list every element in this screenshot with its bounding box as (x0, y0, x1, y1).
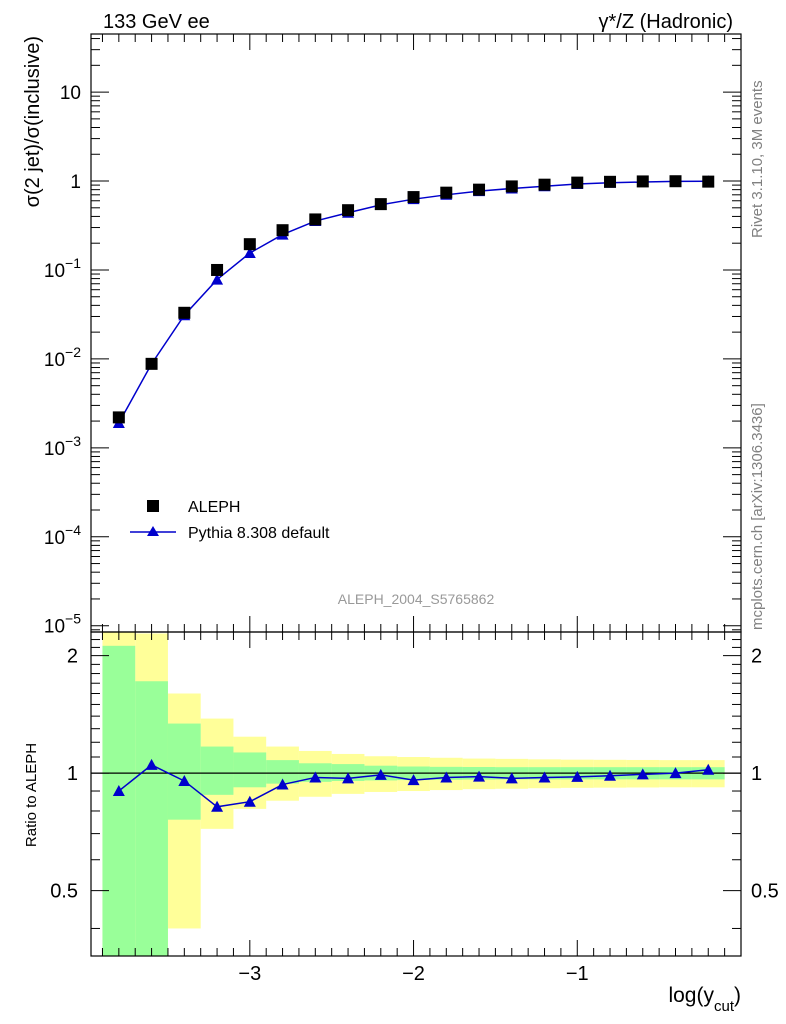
ratio-mc-point (604, 769, 617, 781)
band-inner (135, 681, 168, 956)
x-tick-label: −2 (402, 963, 425, 985)
ratio-mc-point (505, 772, 518, 784)
ratio-y-tick-label-right: 0.5 (751, 881, 779, 903)
band-inner (266, 760, 299, 784)
data-point (571, 176, 584, 189)
ratio-mc-point (374, 768, 387, 780)
ratio-mc-point (636, 768, 649, 780)
ratio-frame (90, 631, 742, 957)
data-point (473, 183, 486, 196)
main-y-tick-label: 10−1 (44, 255, 81, 282)
main-y-tick-label: 10 (60, 83, 81, 104)
main-frame (90, 33, 742, 633)
data-marks (112, 175, 715, 812)
ratio-mc-point (538, 771, 551, 783)
data-point (309, 213, 322, 226)
data-point (243, 238, 256, 251)
ratio-y-tick-label-right: 1 (751, 763, 762, 785)
right-title: γ*/Z (Hadronic) (599, 11, 733, 33)
mc-line (118, 180, 709, 424)
ratio-mc-point (276, 778, 289, 790)
ratio-mc-point (145, 758, 158, 770)
data-point (145, 357, 158, 370)
ratio-mc-point (243, 795, 256, 807)
mcplots-label: mcplots.cern.ch [arXiv:1306.3436] (749, 403, 766, 630)
x-tick-label: −1 (566, 963, 589, 985)
ratio-mc-point (702, 763, 715, 775)
data-point (276, 224, 289, 237)
data-point (702, 175, 715, 188)
main-y-tick-label: 10−4 (44, 522, 81, 549)
legend-data-label: ALEPH (188, 499, 240, 516)
ratio-y-tick-label-right: 2 (751, 646, 762, 668)
ratio-mc-point (407, 774, 420, 786)
data-point (505, 180, 518, 193)
ratio-mc-point (211, 800, 224, 812)
ratio-mc-point (440, 771, 453, 783)
data-point (211, 263, 224, 276)
x-axis-title: log(ycut) (668, 984, 741, 1015)
mc-point (211, 273, 224, 285)
ratio-mc-point (112, 785, 125, 797)
axes-and-ticks: −3 −2 −1 10−5 10−4 10−3 10−2 10−1 1 10 0.5 0.5 1 1 2 2 (44, 33, 779, 985)
analysis-label: ALEPH_2004_S5765862 (338, 591, 495, 607)
ratio-mc-point (178, 774, 191, 786)
ratio-mc-point (571, 770, 584, 782)
data-point (407, 191, 420, 204)
data-point (538, 178, 551, 191)
data-point (604, 175, 617, 188)
legend-mc-marker (147, 526, 159, 536)
data-point (374, 198, 387, 211)
data-point (112, 411, 125, 424)
band-inner (200, 746, 234, 795)
band-inner (102, 645, 136, 956)
ratio-y-tick-label: 1 (67, 763, 78, 785)
ratio-mc-point (473, 770, 486, 782)
data-point (440, 186, 453, 199)
main-y-tick-label: 10−5 (44, 611, 81, 638)
legend-mc-label: Pythia 8.308 default (188, 525, 330, 542)
data-point (669, 175, 682, 188)
data-point (636, 175, 649, 188)
mc-point (243, 247, 256, 259)
data-point (178, 306, 191, 319)
main-y-tick-label: 10−3 (44, 433, 81, 460)
data-point (342, 204, 355, 217)
ratio-mc-point (309, 771, 322, 783)
ratio-y-axis-title: Ratio to ALEPH (23, 743, 40, 847)
ratio-y-tick-label: 0.5 (50, 881, 78, 903)
band-inner (167, 723, 201, 820)
band-inner (233, 752, 267, 788)
ratio-mc-point (669, 767, 682, 779)
ratio-y-tick-label: 2 (67, 646, 78, 668)
ratio-mc-point (342, 772, 355, 784)
main-y-tick-label: 1 (70, 172, 81, 193)
left-title: 133 GeV ee (103, 11, 210, 33)
rivet-label: Rivet 3.1.10, 3M events (749, 80, 766, 238)
main-y-tick-label: 10−2 (44, 344, 81, 371)
legend: ALEPH Pythia 8.308 default (130, 499, 330, 542)
legend-data-marker (147, 500, 159, 512)
x-tick-label: −3 (238, 963, 261, 985)
main-y-axis-title: σ(2 jet)/σ(inclusive) (22, 36, 44, 207)
ratio-uncertainty-bands (91, 632, 741, 956)
